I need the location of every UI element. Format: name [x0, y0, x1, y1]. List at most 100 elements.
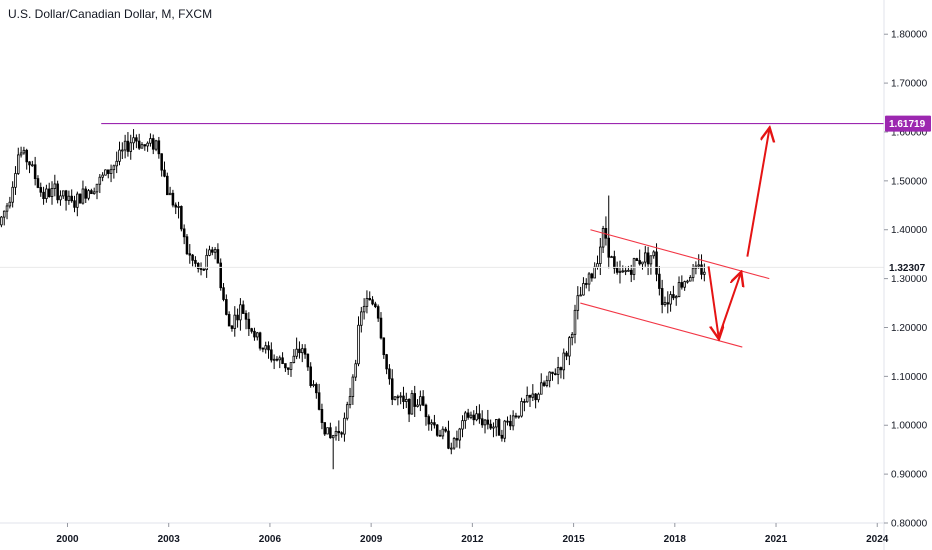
- candle: [213, 247, 217, 260]
- candle: [253, 327, 256, 341]
- candle: [371, 296, 374, 306]
- channel-lower-line[interactable]: [580, 302, 743, 348]
- candle: [652, 250, 655, 259]
- candle: [135, 134, 138, 149]
- candle: [689, 275, 692, 282]
- candle: [464, 410, 467, 429]
- candle: [703, 263, 706, 282]
- projection-arrow-1[interactable]: [707, 266, 719, 337]
- x-tick-label: 2021: [765, 534, 788, 545]
- candle: [140, 142, 144, 149]
- candle: [154, 139, 158, 152]
- candle: [129, 134, 133, 160]
- x-tick-label: 2003: [158, 534, 181, 545]
- candle: [554, 368, 557, 376]
- candle: [272, 354, 276, 370]
- y-tick-label: 1.60000: [891, 127, 928, 138]
- candle: [362, 298, 366, 320]
- y-tick-label: 0.90000: [891, 470, 928, 481]
- candle: [627, 265, 630, 272]
- candle: [618, 260, 622, 284]
- candle: [680, 275, 684, 290]
- candle: [334, 426, 338, 441]
- candle: [244, 310, 248, 330]
- candle: [666, 291, 670, 314]
- candle: [610, 255, 613, 259]
- candle: [25, 148, 28, 170]
- candle: [455, 430, 459, 448]
- candle: [109, 164, 113, 183]
- resistance-price-tag-label: 1.61719: [889, 119, 926, 130]
- candle: [615, 261, 619, 275]
- candle: [478, 404, 481, 424]
- candle: [579, 286, 582, 297]
- candle: [331, 434, 335, 470]
- candle: [360, 306, 363, 333]
- candle: [208, 245, 211, 257]
- candle: [644, 246, 647, 267]
- candle: [658, 266, 661, 296]
- x-tick-label: 2015: [562, 534, 585, 545]
- candle: [211, 246, 214, 256]
- candle: [205, 248, 208, 278]
- candle: [64, 189, 68, 211]
- y-tick-label: 1.40000: [891, 225, 928, 236]
- candle: [438, 429, 442, 437]
- x-tick-label: 2006: [259, 534, 282, 545]
- candle: [284, 363, 287, 372]
- candle: [239, 298, 242, 331]
- candle: [306, 353, 310, 371]
- candle: [514, 412, 518, 419]
- candle: [47, 182, 51, 198]
- candle: [697, 254, 700, 269]
- candle: [115, 151, 118, 174]
- y-tick-label: 1.20000: [891, 323, 928, 334]
- candle: [317, 383, 321, 411]
- candle: [506, 416, 509, 426]
- time-axis[interactable]: 2000 2003 2006 2009 2012 2015 2018 2021 2024: [56, 523, 889, 545]
- projection-arrow-2[interactable]: [717, 274, 741, 338]
- projection-arrow-3[interactable]: [746, 130, 769, 257]
- candle: [399, 392, 402, 405]
- candle: [84, 186, 88, 203]
- candle: [385, 353, 388, 375]
- candle: [289, 362, 293, 377]
- candle: [390, 369, 394, 406]
- candle: [641, 261, 644, 270]
- candle: [590, 272, 594, 282]
- candle: [672, 285, 675, 301]
- candle: [39, 182, 43, 197]
- candle: [447, 420, 450, 450]
- candle: [545, 375, 549, 388]
- candle: [388, 364, 391, 385]
- candle: [683, 280, 686, 291]
- candle: [599, 237, 602, 276]
- last-price-tag: 1.32307: [885, 259, 931, 276]
- candle: [312, 380, 315, 388]
- candle: [407, 398, 411, 423]
- candle: [416, 399, 419, 408]
- candle: [337, 420, 341, 441]
- candle: [570, 332, 574, 346]
- candle: [483, 418, 487, 434]
- candle: [624, 266, 627, 276]
- candle: [191, 253, 194, 267]
- candle: [19, 146, 23, 158]
- candle: [660, 279, 664, 314]
- candle: [374, 301, 377, 309]
- candle: [576, 286, 580, 320]
- price-axis[interactable]: 0.80000 0.90000 1.00000 1.10000 1.20000 1.300…: [884, 30, 928, 530]
- candle: [469, 411, 473, 420]
- candle: [227, 311, 231, 327]
- candle: [17, 147, 20, 175]
- x-tick-label: 2018: [664, 534, 687, 545]
- candle: [646, 246, 650, 276]
- resistance-price-tag: 1.61719: [885, 115, 931, 132]
- candle: [323, 422, 327, 436]
- candle: [241, 300, 245, 314]
- candle: [489, 419, 492, 430]
- candle: [427, 414, 431, 431]
- candle: [343, 412, 346, 442]
- candle: [604, 216, 608, 246]
